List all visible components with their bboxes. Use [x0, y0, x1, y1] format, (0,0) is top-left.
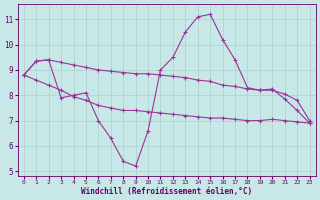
- X-axis label: Windchill (Refroidissement éolien,°C): Windchill (Refroidissement éolien,°C): [81, 187, 252, 196]
